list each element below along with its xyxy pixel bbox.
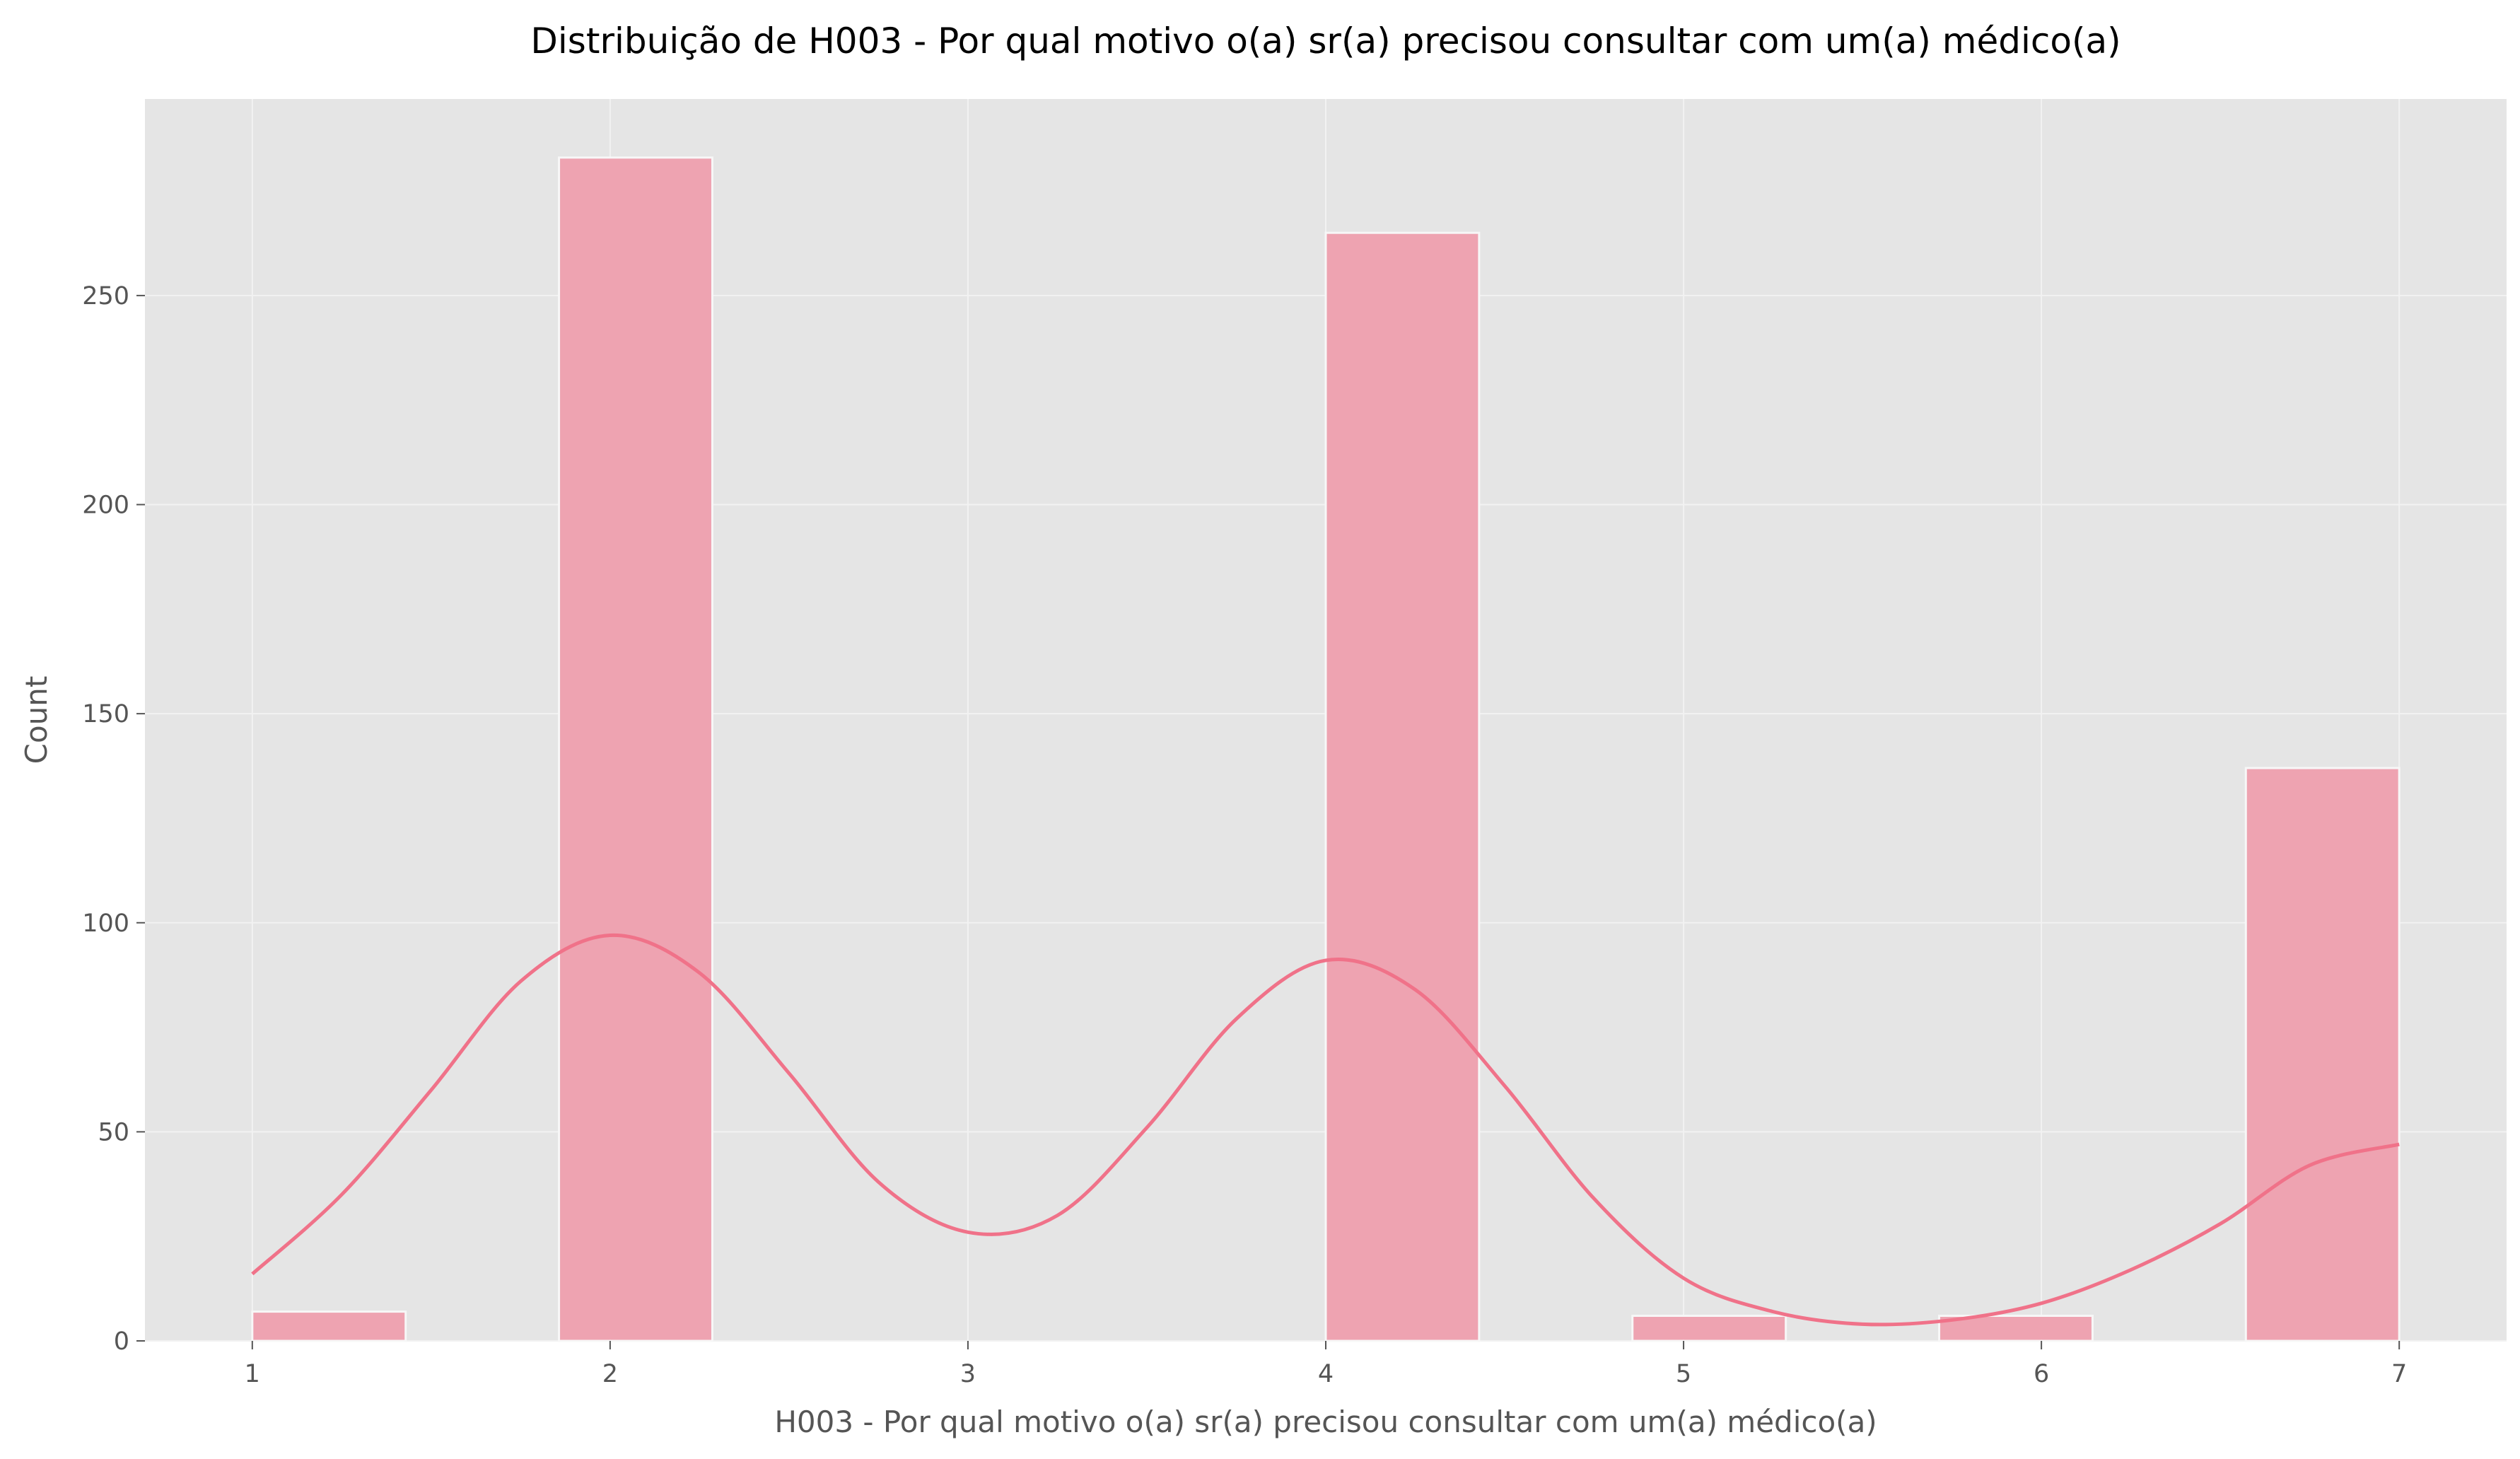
y-tick-label: 0 [114, 1327, 129, 1356]
x-tick-label: 5 [1676, 1360, 1691, 1388]
x-axis-label: H003 - Por qual motivo o(a) sr(a) precis… [774, 1405, 1877, 1439]
y-axis-label: Count [19, 676, 54, 765]
y-tick-label: 50 [98, 1118, 129, 1146]
histogram-bar-6 [2244, 767, 2401, 1342]
x-tick-label: 7 [2391, 1360, 2407, 1388]
x-tick-label: 1 [245, 1360, 260, 1388]
y-tick-label: 100 [82, 909, 129, 938]
kde-curve [251, 933, 2400, 1327]
histogram-bar-2 [558, 156, 713, 1342]
histogram-bar-3 [1324, 231, 1481, 1342]
x-tick-label: 6 [2034, 1360, 2049, 1388]
x-tick-label: 4 [1318, 1360, 1334, 1388]
x-tick-label: 2 [602, 1360, 618, 1388]
histogram-bars [251, 156, 2401, 1342]
y-tick-label: 200 [82, 492, 129, 520]
y-tick-label: 150 [82, 700, 129, 728]
histogram-bar-1 [251, 1310, 407, 1342]
axis-ticks: 1 2 3 4 5 6 7 0 50 100 150 200 250 [82, 282, 2407, 1388]
chart-title: Distribuição de H003 - Por qual motivo o… [530, 21, 2121, 62]
y-tick-label: 250 [82, 282, 129, 310]
histogram-bar-4 [1631, 1315, 1787, 1342]
x-tick-label: 3 [960, 1360, 976, 1388]
